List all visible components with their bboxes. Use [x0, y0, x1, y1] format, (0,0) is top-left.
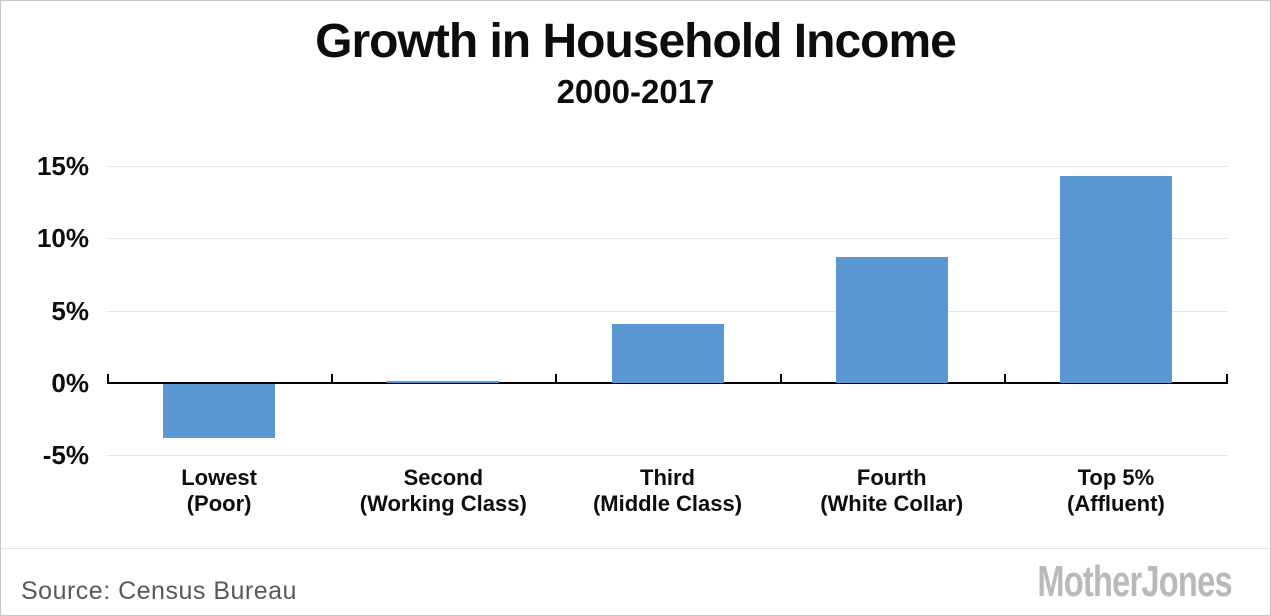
chart-title: Growth in Household Income: [315, 15, 957, 68]
x-category-label-line: Fourth: [856, 465, 927, 490]
y-tick-label: 10%: [36, 223, 89, 254]
gridline: [107, 238, 1228, 240]
x-category-label-line: (Working Class): [359, 491, 527, 516]
axis-tick: [331, 374, 334, 383]
gridline: [107, 166, 1228, 168]
x-category-label-line: (Affluent): [1067, 491, 1165, 516]
y-tick-label: 0%: [51, 368, 89, 398]
bar-second-working-class: [387, 381, 500, 383]
x-category-label-line: Second: [403, 465, 484, 490]
y-tick-label: 5%: [51, 295, 89, 326]
x-category-label: Third (Middle Class): [555, 465, 779, 517]
x-category-label: Second (Working Class): [331, 465, 555, 517]
x-category-label-line: (White Collar): [820, 491, 964, 516]
bar-fourth-white-collar: [835, 257, 948, 383]
x-category-label-line: Third: [640, 465, 695, 490]
axis-tick: [107, 374, 109, 383]
gridline: [107, 455, 1228, 457]
axis-tick: [555, 374, 558, 383]
footer-divider: [1, 548, 1270, 549]
x-category-label-line: Top 5%: [1077, 465, 1155, 490]
source-credit: Source: Census Bureau: [21, 577, 297, 605]
bar-third-middle-class: [611, 323, 724, 383]
x-category-label-line: (Middle Class): [592, 491, 743, 516]
axis-tick: [1003, 374, 1006, 383]
motherjones-logo: MotherJones: [1037, 557, 1233, 606]
chart-subtitle: 2000-2017: [556, 73, 715, 110]
zero-axis-line: [107, 382, 1228, 384]
x-category-label-line: (Poor): [186, 491, 252, 516]
x-axis-labels: Lowest (Poor) Second (Working Class) Third (M…: [107, 465, 1228, 517]
y-tick-label: 15%: [36, 151, 89, 182]
bar-lowest-poor: [163, 384, 276, 438]
gridline: [107, 310, 1228, 312]
x-category-label: Top 5% (Affluent): [1004, 465, 1228, 517]
y-tick-label: -5%: [42, 440, 89, 471]
bar-top-5-affluent: [1059, 176, 1172, 383]
y-axis: 15% 10% 5% 0% -5%: [1, 131, 89, 469]
x-category-label: Lowest (Poor): [107, 465, 331, 517]
plot-area: [107, 131, 1228, 463]
x-category-label: Fourth (White Collar): [780, 465, 1004, 517]
axis-tick: [1226, 374, 1228, 383]
x-category-label-line: Lowest: [181, 465, 257, 490]
axis-tick: [779, 374, 782, 383]
